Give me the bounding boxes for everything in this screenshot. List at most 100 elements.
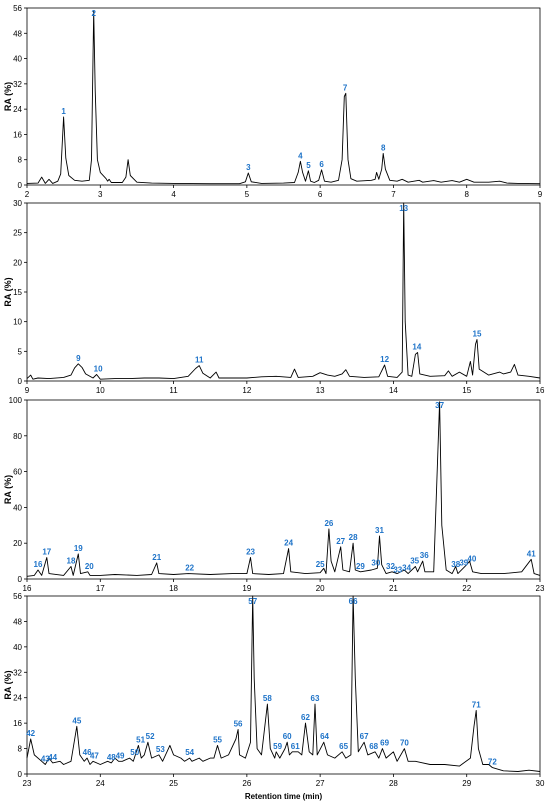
y-tick-label: 60	[13, 468, 22, 477]
peak-label-34: 34	[402, 564, 411, 573]
peak-label-37: 37	[435, 401, 444, 410]
x-tick-label: 12	[242, 386, 251, 395]
x-tick-label: 30	[536, 779, 545, 788]
peak-label-56: 56	[234, 720, 243, 729]
peak-label-48: 48	[107, 753, 116, 762]
peak-label-4: 4	[298, 151, 303, 160]
peak-label-55: 55	[213, 735, 222, 744]
plot-frame	[26, 202, 541, 382]
chromatogram-trace	[26, 595, 541, 772]
peak-label-1: 1	[61, 107, 66, 116]
peak-label-59: 59	[273, 742, 282, 751]
y-axis-label: RA (%)	[3, 670, 13, 699]
chromatogram-trace	[26, 202, 541, 380]
y-axis-label: RA (%)	[3, 82, 13, 111]
peak-label-70: 70	[400, 739, 409, 748]
peak-label-22: 22	[185, 564, 194, 573]
peak-label-43: 43	[41, 754, 50, 763]
y-tick-label: 24	[13, 105, 22, 114]
x-tick-label: 29	[462, 779, 471, 788]
x-tick-label: 18	[169, 584, 178, 593]
peak-label-9: 9	[76, 354, 81, 363]
y-axis-label: RA (%)	[3, 277, 13, 306]
y-tick-label: 15	[13, 288, 22, 297]
peak-label-17: 17	[42, 548, 51, 557]
peak-label-20: 20	[85, 562, 94, 571]
y-tick-label: 80	[13, 432, 22, 441]
peak-label-5: 5	[306, 161, 311, 170]
y-tick-label: 24	[13, 694, 22, 703]
peak-label-63: 63	[311, 694, 320, 703]
y-tick-label: 0	[18, 770, 23, 779]
y-tick-label: 0	[18, 377, 23, 386]
peak-label-16: 16	[34, 560, 43, 569]
peak-label-42: 42	[26, 729, 35, 738]
x-tick-label: 5	[245, 190, 250, 199]
x-tick-label: 7	[391, 190, 396, 199]
chart-panel-4: 0 8 16 24 32 40 48 56 23 24 25 26 27 28 29 30 RA (%) Rete…	[3, 592, 545, 801]
peak-label-44: 44	[48, 753, 57, 762]
x-tick-label: 15	[462, 386, 471, 395]
peak-label-58: 58	[263, 694, 272, 703]
x-tick-label: 9	[538, 190, 543, 199]
y-tick-label: 40	[13, 643, 22, 652]
x-tick-label: 11	[169, 386, 178, 395]
y-tick-label: 100	[9, 396, 23, 405]
peak-label-40: 40	[467, 555, 476, 564]
y-tick-label: 30	[13, 199, 22, 208]
peak-label-51: 51	[136, 735, 145, 744]
peak-label-14: 14	[412, 343, 421, 352]
x-tick-label: 23	[536, 584, 545, 593]
peak-label-54: 54	[185, 748, 194, 757]
x-tick-label: 27	[316, 779, 325, 788]
peak-label-52: 52	[146, 732, 155, 741]
x-axis-label: Retention time (min)	[245, 792, 323, 801]
x-tick-label: 20	[316, 584, 325, 593]
y-tick-label: 16	[13, 130, 22, 139]
peak-label-36: 36	[420, 551, 429, 560]
x-tick-label: 21	[389, 584, 398, 593]
y-tick-label: 48	[13, 617, 22, 626]
peak-label-38: 38	[451, 560, 460, 569]
plot-frame	[26, 595, 541, 775]
y-tick-label: 0	[18, 181, 23, 190]
y-tick-label: 16	[13, 719, 22, 728]
peak-label-53: 53	[156, 745, 165, 754]
peak-label-25: 25	[316, 560, 325, 569]
y-tick-label: 10	[13, 318, 22, 327]
peak-label-30: 30	[371, 558, 380, 567]
peak-label-67: 67	[360, 732, 369, 741]
y-tick-label: 56	[13, 592, 22, 601]
peak-label-31: 31	[375, 526, 384, 535]
x-tick-label: 16	[536, 386, 545, 395]
x-tick-label: 28	[389, 779, 398, 788]
y-tick-label: 20	[13, 539, 22, 548]
peak-label-41: 41	[527, 549, 536, 558]
peak-label-15: 15	[473, 329, 482, 338]
x-tick-label: 2	[25, 190, 30, 199]
peak-label-49: 49	[116, 751, 125, 760]
peak-label-12: 12	[380, 355, 389, 364]
chromatogram-trace	[26, 401, 541, 577]
peak-label-61: 61	[291, 742, 300, 751]
x-tick-label: 24	[96, 779, 105, 788]
x-tick-label: 14	[389, 386, 398, 395]
peak-label-27: 27	[336, 537, 345, 546]
x-tick-label: 10	[96, 386, 105, 395]
peak-label-33: 33	[393, 565, 402, 574]
y-tick-label: 25	[13, 229, 22, 238]
y-tick-label: 8	[18, 156, 23, 165]
x-tick-label: 4	[171, 190, 176, 199]
y-tick-label: 40	[13, 503, 22, 512]
peak-label-19: 19	[74, 544, 83, 553]
peak-label-47: 47	[90, 751, 99, 760]
x-tick-label: 19	[242, 584, 251, 593]
y-tick-label: 20	[13, 258, 22, 267]
peak-label-3: 3	[246, 163, 251, 172]
plot-frame	[26, 7, 541, 186]
peak-label-2: 2	[91, 9, 96, 18]
peak-label-10: 10	[94, 364, 103, 373]
